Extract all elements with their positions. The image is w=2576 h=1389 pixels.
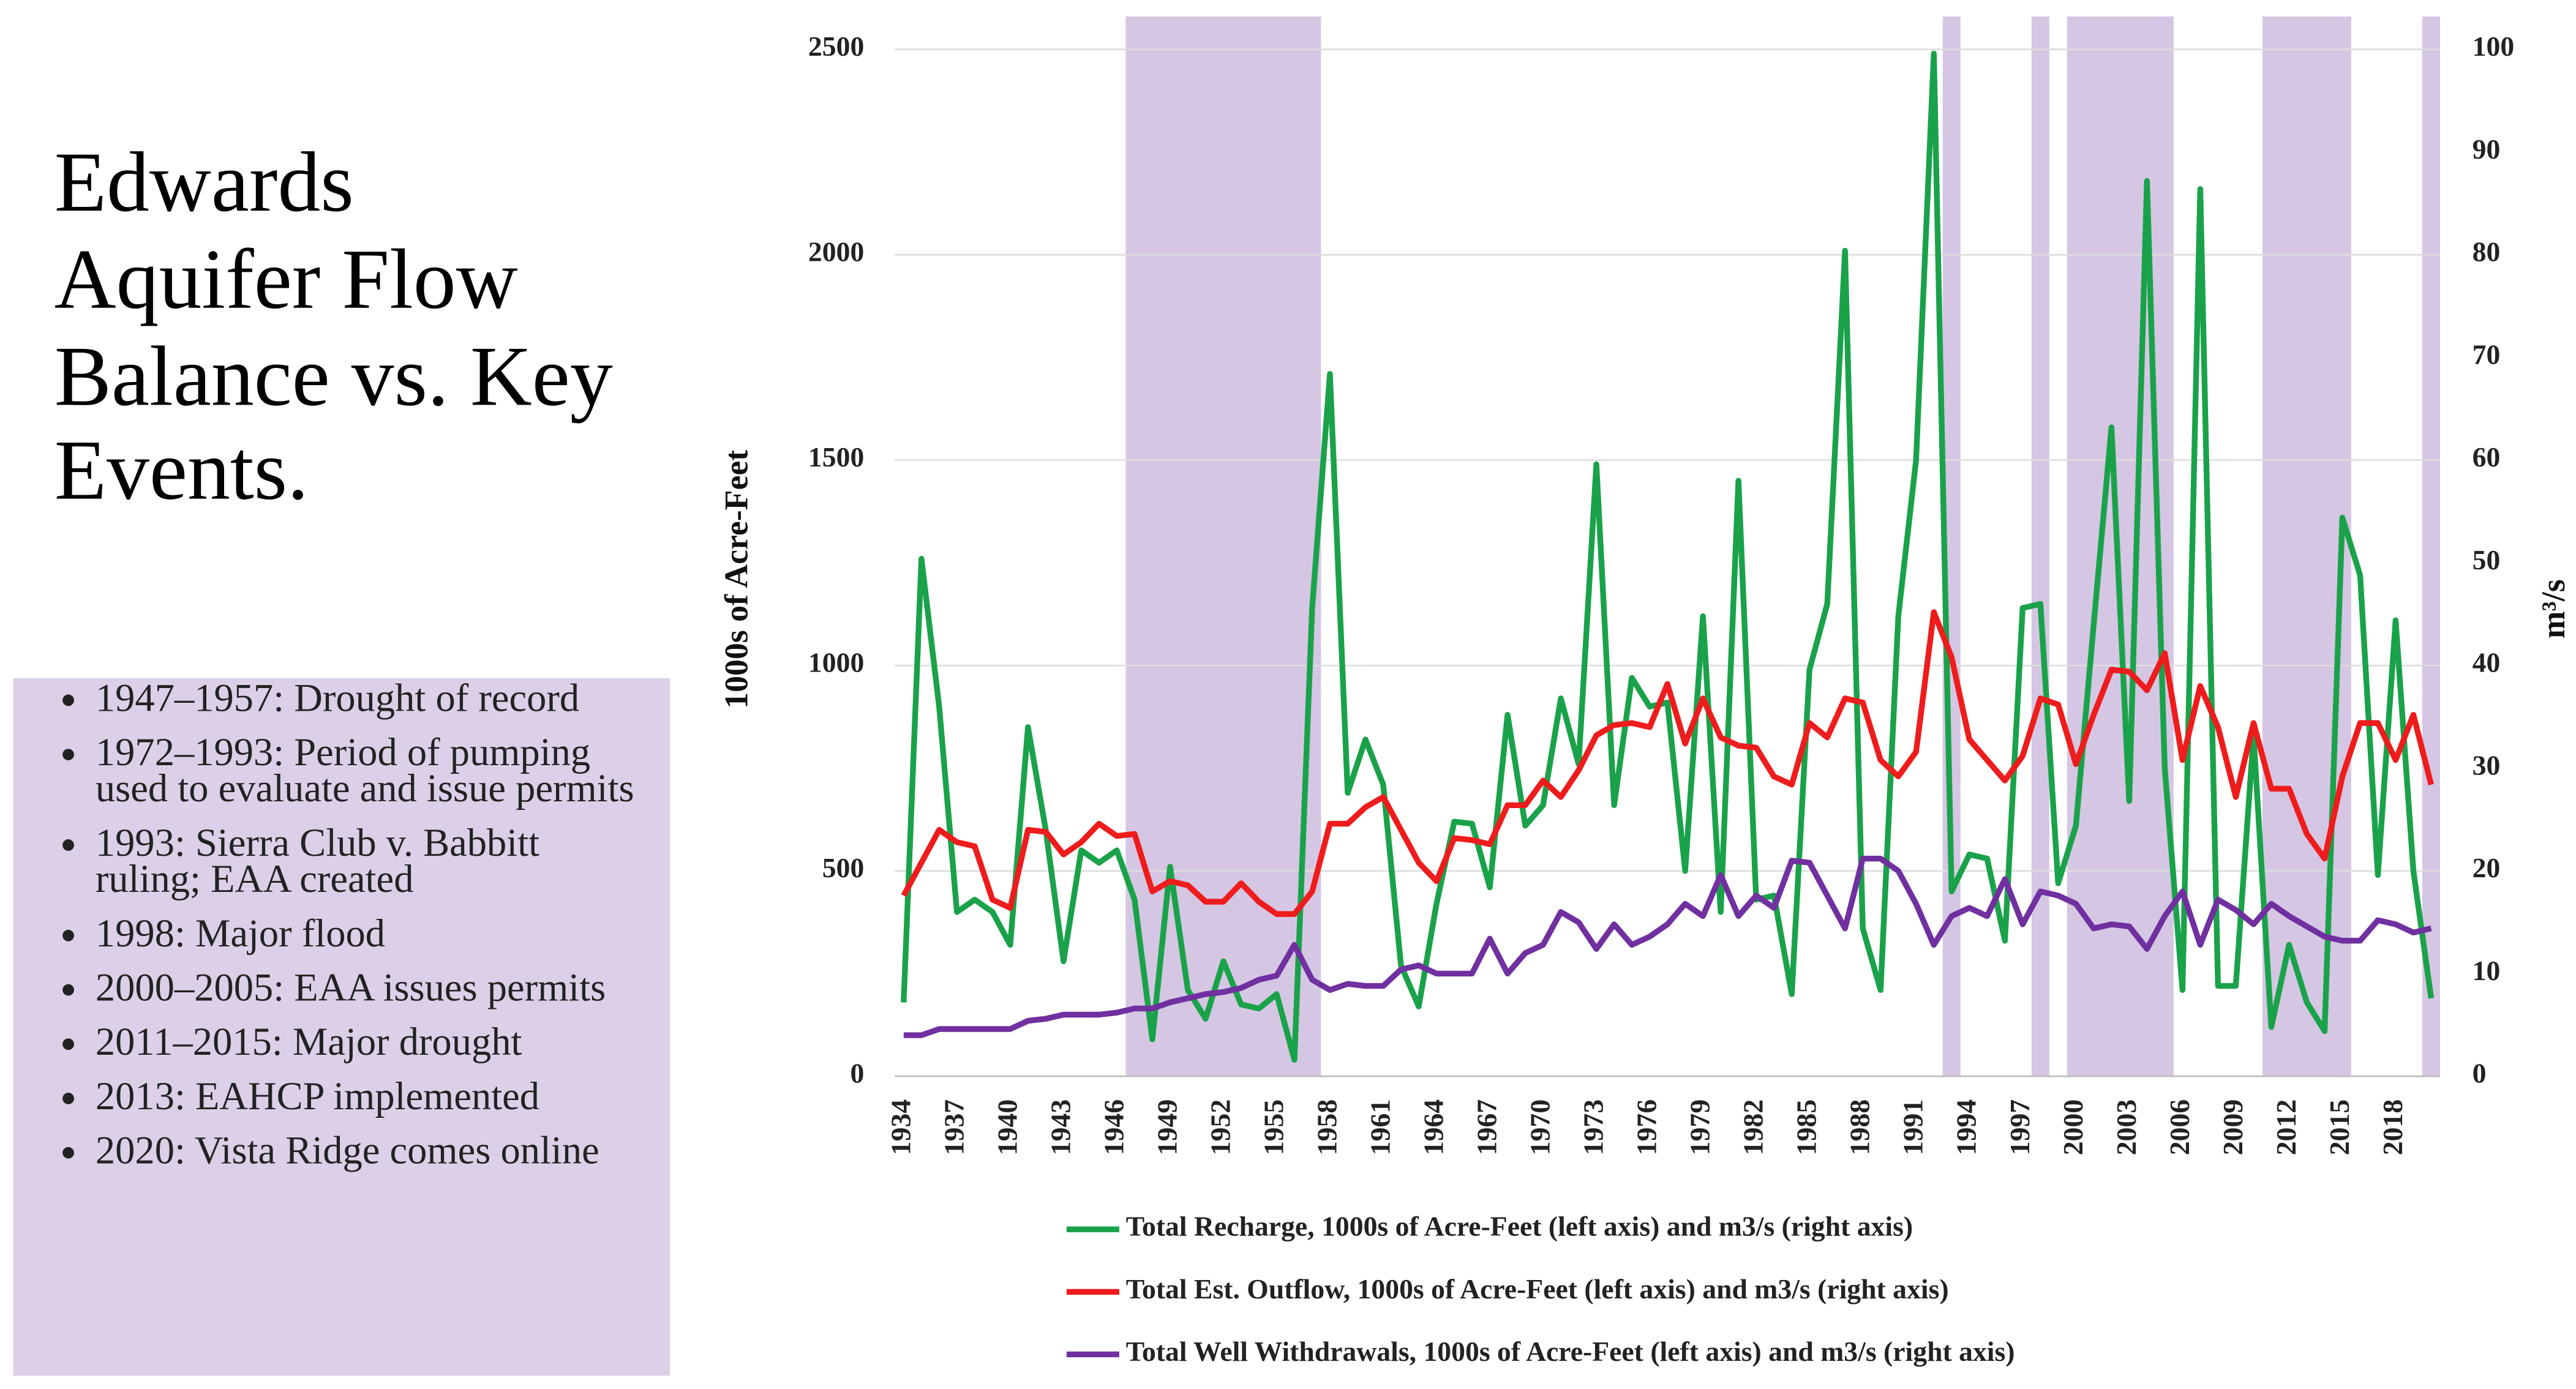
- event-item: 2013: EAHCP implemented: [96, 1078, 653, 1118]
- y2-tick-label: 50: [2473, 544, 2501, 575]
- y2-tick-label: 20: [2473, 852, 2501, 883]
- event-item: 2011–2015: Major drought: [96, 1024, 653, 1063]
- x-tick-label: 1949: [1151, 1099, 1182, 1155]
- shaded-span: [2262, 16, 2351, 1077]
- series-line: [901, 50, 2435, 1063]
- legend-label: Total Well Withdrawals, 1000s of Acre-Fe…: [1126, 1336, 2015, 1367]
- shaded-span: [1125, 16, 1321, 1077]
- x-tick-label: 1955: [1258, 1099, 1289, 1155]
- x-tick-label: 2012: [2270, 1099, 2302, 1155]
- event-item: 1998: Major flood: [96, 915, 653, 955]
- title-line: Balance vs. Key: [54, 329, 613, 424]
- y-tick-label: 1500: [808, 441, 864, 473]
- y2-tick-label: 10: [2473, 955, 2501, 986]
- x-tick-label: 1943: [1045, 1099, 1076, 1155]
- event-item: 1947–1957: Drought of record: [96, 680, 653, 719]
- x-tick-label: 1994: [1951, 1099, 1982, 1155]
- x-tick-label: 1976: [1631, 1099, 1662, 1155]
- x-tick-label: 2003: [2111, 1099, 2142, 1155]
- x-tick-label: 2009: [2217, 1099, 2248, 1155]
- x-tick-label: 2000: [2057, 1099, 2089, 1155]
- x-tick-label: 2015: [2324, 1099, 2355, 1155]
- title-line: Events.: [54, 423, 309, 518]
- y-tick-label: 1000: [808, 647, 864, 678]
- x-tick-label: 1970: [1525, 1099, 1556, 1155]
- x-tick-label: 1997: [2004, 1099, 2035, 1155]
- legend-label: Total Recharge, 1000s of Acre-Feet (left…: [1126, 1211, 1913, 1242]
- y-tick-label: 0: [850, 1058, 864, 1089]
- legend-label: Total Est. Outflow, 1000s of Acre-Feet (…: [1126, 1273, 1949, 1305]
- y2-tick-label: 70: [2473, 339, 2501, 370]
- y-tick-label: 500: [822, 852, 865, 883]
- y-tick-label: 2500: [808, 31, 864, 62]
- event-item: 1972–1993: Period of pumping used to eva…: [96, 734, 653, 810]
- x-tick-label: 1973: [1578, 1099, 1609, 1155]
- x-tick-label: 2006: [2164, 1099, 2195, 1155]
- events-panel: 1947–1957: Drought of record 1972–1993: P…: [13, 678, 670, 1376]
- x-tick-label: 1964: [1418, 1099, 1449, 1155]
- x-tick-label: 1979: [1684, 1099, 1716, 1155]
- shaded-span: [2422, 16, 2440, 1077]
- y2-tick-label: 0: [2473, 1058, 2487, 1089]
- y2-tick-label: 60: [2473, 441, 2501, 473]
- events-box: 1947–1957: Drought of record 1972–1993: P…: [13, 678, 670, 1376]
- x-tick-label: 1934: [885, 1099, 916, 1155]
- event-item: 2020: Vista Ridge comes online: [96, 1133, 653, 1172]
- x-tick-label: 1985: [1791, 1099, 1822, 1155]
- x-tick-label: 1946: [1098, 1099, 1129, 1155]
- title-line: Edwards: [54, 135, 354, 230]
- y2-tick-label: 100: [2473, 31, 2515, 62]
- y2-tick-label: 80: [2473, 236, 2501, 268]
- x-tick-label: 1991: [1898, 1099, 1929, 1155]
- events-list: 1947–1957: Drought of record 1972–1993: P…: [46, 680, 653, 1172]
- event-item: 1993: Sierra Club v. Babbitt ruling; EAA…: [96, 825, 653, 900]
- series-line: [901, 609, 2434, 917]
- x-tick-label: 1937: [938, 1099, 969, 1155]
- x-tick-label: 1967: [1471, 1099, 1503, 1155]
- y-axis-label: 1000s of Acre-Feet: [718, 450, 754, 709]
- y2-axis-label: m³/s: [2535, 579, 2572, 638]
- y-tick-label: 2000: [808, 236, 864, 268]
- series-line: [903, 855, 2432, 1038]
- x-tick-label: 2018: [2377, 1099, 2408, 1155]
- x-tick-label: 1988: [1844, 1099, 1876, 1155]
- shaded-span: [2031, 16, 2049, 1077]
- x-tick-label: 1952: [1204, 1099, 1236, 1155]
- y2-tick-label: 30: [2473, 749, 2501, 781]
- x-tick-label: 1940: [991, 1099, 1023, 1155]
- event-item: 2000–2005: EAA issues permits: [96, 969, 653, 1009]
- y2-tick-label: 40: [2473, 647, 2501, 678]
- x-tick-label: 1982: [1738, 1099, 1769, 1155]
- title-line: Aquifer Flow: [54, 232, 518, 327]
- x-tick-label: 1961: [1364, 1099, 1395, 1155]
- x-tick-label: 1958: [1311, 1099, 1342, 1155]
- y2-tick-label: 90: [2473, 133, 2501, 165]
